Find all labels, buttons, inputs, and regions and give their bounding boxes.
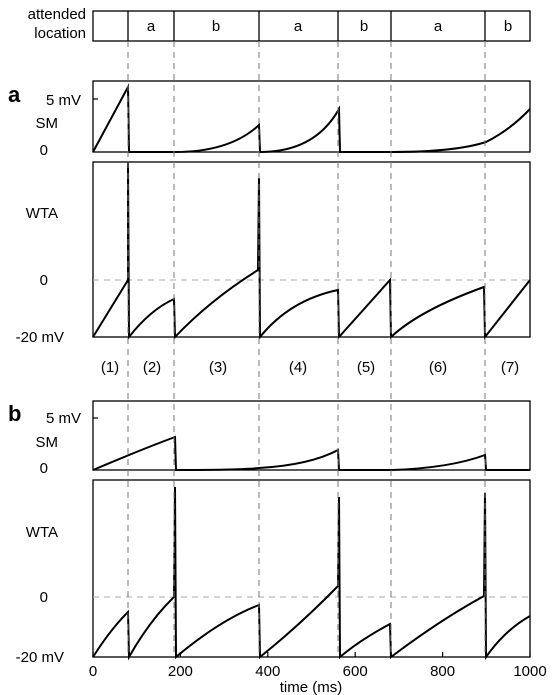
x-tick-label: 0 <box>89 663 97 680</box>
panel-a-wta-trace <box>92 161 531 340</box>
panel-a-sm-trace <box>92 83 531 154</box>
panel-b-sm-bottom-tick: 0 <box>40 460 48 477</box>
interval-label: (5) <box>357 359 375 376</box>
x-tick-label: 800 <box>430 663 455 680</box>
header-segment-a: a <box>434 18 443 35</box>
x-axis: 0 200 400 600 800 1000 time (ms) <box>89 652 547 695</box>
x-tick-label: 200 <box>168 663 193 680</box>
interval-label: (2) <box>143 359 161 376</box>
panel-b-wta-trace <box>92 486 531 661</box>
x-tick-label: 1000 <box>513 663 546 680</box>
x-tick-label: 600 <box>343 663 368 680</box>
panel-b-wta-zero-tick: 0 <box>40 589 48 606</box>
panel-a-wta-frame <box>92 161 531 338</box>
panel-a-sm-label: SM <box>36 115 59 132</box>
panel-b-letter: b <box>8 401 21 426</box>
panel-b-wta-label: WTA <box>26 524 58 541</box>
panel-a-wta-bottom-tick: -20 mV <box>16 329 64 346</box>
panel-a-wta-zero-tick: 0 <box>40 272 48 289</box>
panel-b-wta-bottom-tick: -20 mV <box>16 649 64 666</box>
header-label-line2: location <box>34 25 86 42</box>
header-bar <box>92 10 531 42</box>
interval-label: (6) <box>429 359 447 376</box>
header-segment-b: b <box>360 18 368 35</box>
panel-a-letter: a <box>8 82 21 107</box>
panel-a-sm-frame <box>92 80 531 153</box>
header-segment-b: b <box>504 18 512 35</box>
interval-label: (3) <box>209 359 227 376</box>
x-tick-label: 400 <box>255 663 280 680</box>
header-segment-a: a <box>294 18 303 35</box>
interval-label: (7) <box>501 359 519 376</box>
interval-label: (1) <box>101 359 119 376</box>
panel-b-sm-frame <box>92 400 531 471</box>
header-segment-b: b <box>212 18 220 35</box>
interval-label: (4) <box>289 359 307 376</box>
header-segment-a: a <box>147 18 156 35</box>
header-dividers <box>127 11 486 41</box>
header-label-line1: attended <box>28 6 86 23</box>
panel-a-sm-top-tick: 5 mV <box>46 92 81 109</box>
alignment-lines <box>127 41 486 657</box>
x-axis-label: time (ms) <box>280 679 343 695</box>
panel-b-sm-label: SM <box>36 434 59 451</box>
panel-a-sm-bottom-tick: 0 <box>40 142 48 159</box>
panel-b-sm-top-tick: 5 mV <box>46 410 81 427</box>
panel-a-wta-label: WTA <box>26 205 58 222</box>
panel-b-sm-trace <box>92 435 530 472</box>
panel-b-wta-frame <box>92 479 531 658</box>
